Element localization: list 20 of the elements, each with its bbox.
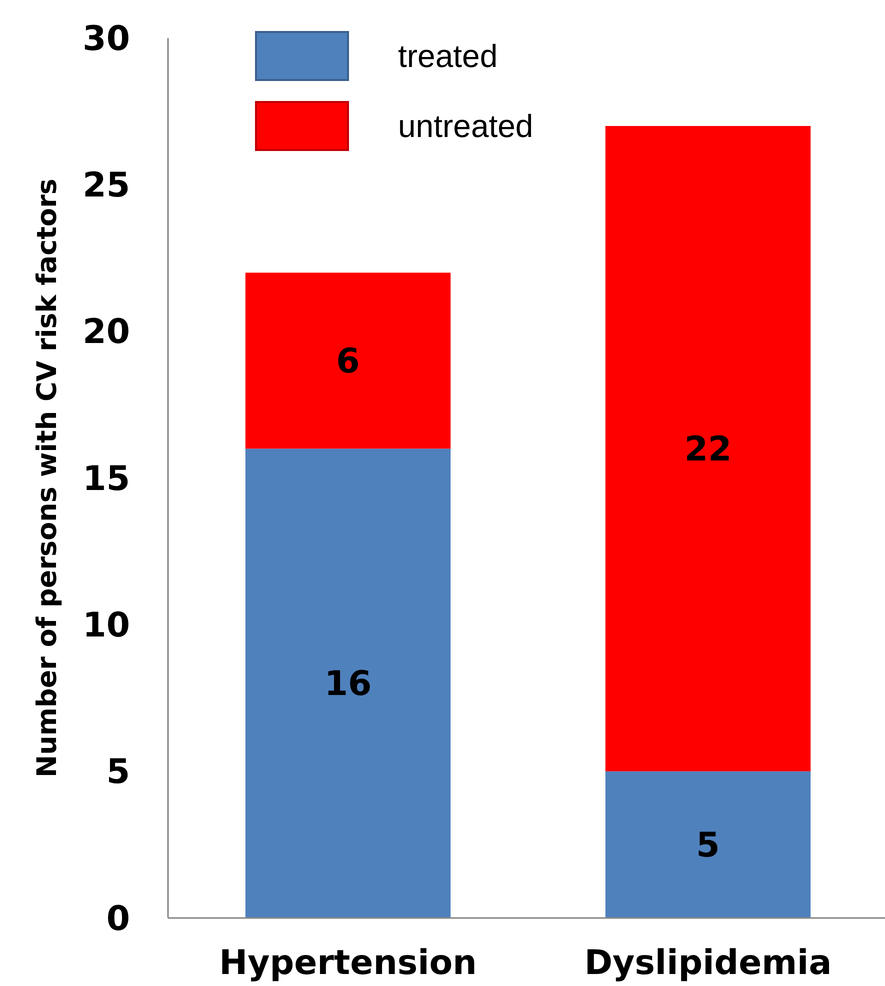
- data-label: 22: [684, 430, 732, 470]
- legend-label: treated: [398, 38, 498, 74]
- y-tick-label: 10: [82, 606, 130, 646]
- x-tick-label: Hypertension: [219, 943, 477, 983]
- y-axis-title: Number of persons with CV risk factors: [32, 178, 63, 778]
- data-label: 6: [336, 342, 360, 382]
- data-label: 5: [696, 826, 720, 866]
- x-tick-label: Dyslipidemia: [584, 943, 832, 983]
- legend-label: untreated: [398, 108, 534, 144]
- bar: [605, 126, 811, 772]
- y-tick-label: 30: [82, 18, 130, 59]
- bar: [245, 272, 451, 449]
- data-label: 16: [324, 664, 372, 704]
- bar: [245, 448, 451, 918]
- y-tick-label: 15: [82, 458, 130, 499]
- y-tick-label: 5: [106, 752, 130, 792]
- bar: [605, 771, 811, 918]
- y-tick-label: 20: [82, 312, 130, 352]
- y-tick-label: 0: [106, 898, 130, 939]
- y-tick-label: 25: [82, 166, 130, 206]
